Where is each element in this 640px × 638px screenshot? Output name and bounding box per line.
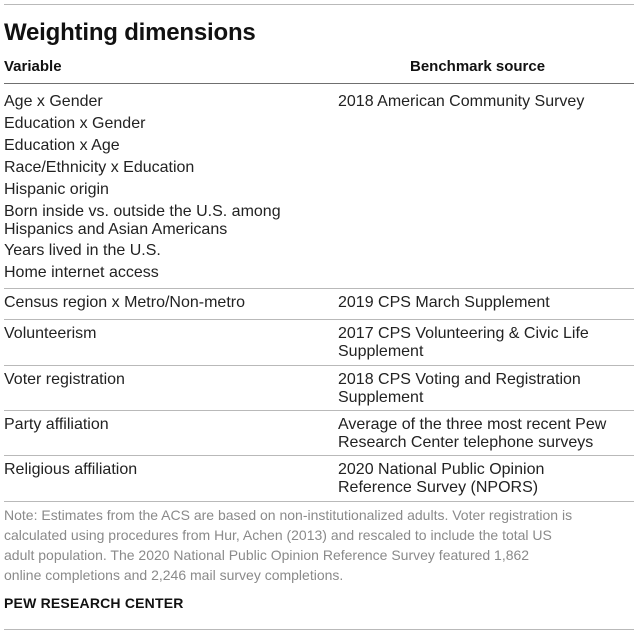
- footnote: Note: Estimates from the ACS are based o…: [4, 505, 634, 585]
- column-header-variable: Variable: [4, 58, 62, 75]
- footnote-line: Note: Estimates from the ACS are based o…: [4, 507, 573, 523]
- variable-line: Years lived in the U.S.: [4, 242, 161, 259]
- variable-line: Education x Age: [4, 137, 120, 154]
- variable-cell: Voter registration: [4, 369, 324, 391]
- variable-line: Age x Gender: [4, 93, 103, 110]
- footnote-line: calculated using procedures from Hur, Ac…: [4, 527, 552, 543]
- benchmark-line: Average of the three most recent Pew: [338, 416, 607, 433]
- benchmark-cell: 2020 National Public Opinion Reference S…: [338, 459, 634, 497]
- benchmark-cell: 2018 American Community Survey: [338, 91, 634, 113]
- row-divider: [4, 365, 634, 366]
- variable-line: Religious affiliation: [4, 461, 138, 478]
- variable-line: Home internet access: [4, 264, 159, 281]
- variable-cell: Volunteerism: [4, 323, 324, 345]
- benchmark-cell: 2019 CPS March Supplement: [338, 292, 634, 314]
- table-bottom-rule: [4, 501, 634, 502]
- variable-line: Education x Gender: [4, 115, 146, 132]
- footnote-line: online completions and 2,246 mail survey…: [4, 567, 344, 583]
- variable-line: Hispanics and Asian Americans: [4, 221, 228, 238]
- variable-cell: Party affiliation: [4, 414, 324, 436]
- benchmark-line: Supplement: [338, 389, 424, 406]
- bottom-rule: [4, 629, 634, 630]
- benchmark-line: 2018 American Community Survey: [338, 93, 585, 110]
- variable-line: Census region x Metro/Non-metro: [4, 294, 245, 311]
- variable-line: Race/Ethnicity x Education: [4, 159, 195, 176]
- benchmark-cell: Average of the three most recent Pew Res…: [338, 414, 634, 452]
- variable-cell: Religious affiliation: [4, 459, 324, 481]
- variable-line: Hispanic origin: [4, 181, 109, 198]
- benchmark-line: Research Center telephone surveys: [338, 434, 594, 451]
- figure-title: Weighting dimensions: [4, 19, 256, 46]
- variable-cell: Census region x Metro/Non-metro: [4, 292, 324, 314]
- benchmark-line: 2020 National Public Opinion: [338, 461, 545, 478]
- row-divider: [4, 319, 634, 320]
- top-rule: [4, 4, 634, 5]
- benchmark-line: Supplement: [338, 343, 424, 360]
- footnote-line: adult population. The 2020 National Publ…: [4, 547, 530, 563]
- variable-line: Party affiliation: [4, 416, 109, 433]
- row-divider: [4, 455, 634, 456]
- column-header-benchmark-source: Benchmark source: [410, 58, 546, 75]
- variable-line: Born inside vs. outside the U.S. among: [4, 203, 281, 220]
- benchmark-line: 2018 CPS Voting and Registration: [338, 371, 581, 388]
- variable-cell: Age x Gender Education x Gender Educatio…: [4, 91, 324, 284]
- source-credit: PEW RESEARCH CENTER: [4, 595, 184, 611]
- benchmark-line: Reference Survey (NPORS): [338, 479, 539, 496]
- benchmark-cell: 2017 CPS Volunteering & Civic Life Suppl…: [338, 323, 634, 361]
- variable-line: Volunteerism: [4, 325, 97, 342]
- benchmark-cell: 2018 CPS Voting and Registration Supplem…: [338, 369, 634, 407]
- header-rule: [4, 83, 634, 84]
- variable-line: Voter registration: [4, 371, 125, 388]
- benchmark-line: 2019 CPS March Supplement: [338, 294, 550, 311]
- row-divider: [4, 410, 634, 411]
- benchmark-line: 2017 CPS Volunteering & Civic Life: [338, 325, 589, 342]
- row-divider: [4, 288, 634, 289]
